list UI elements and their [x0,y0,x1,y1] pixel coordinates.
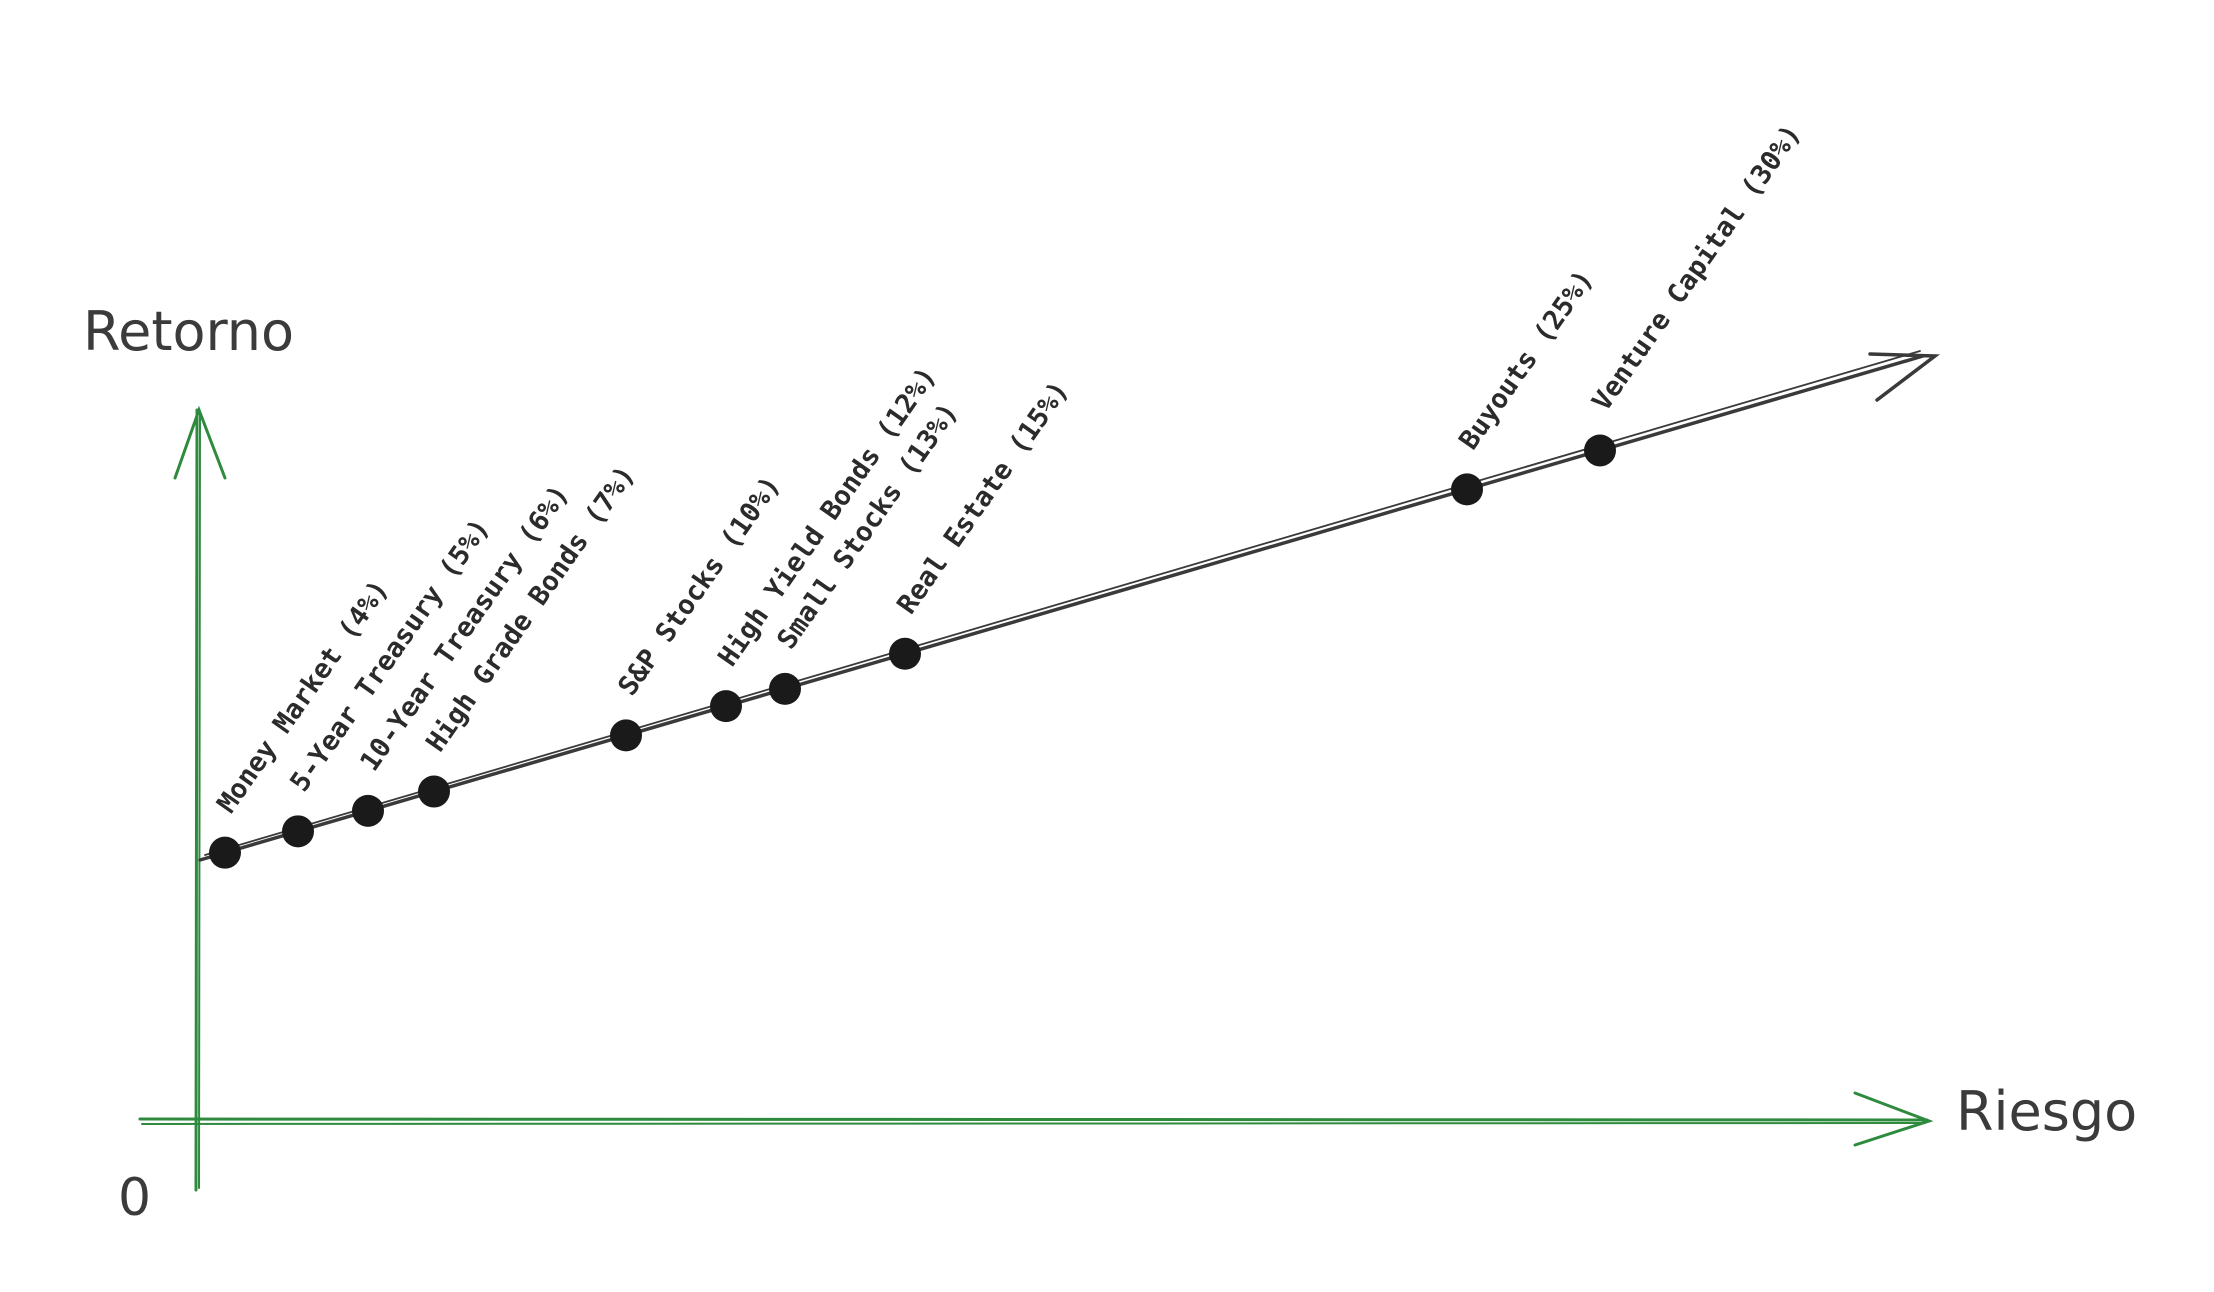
asset-point [1451,473,1483,506]
x-axis-line-sketch [141,1122,1926,1125]
x-axis-arrowhead [1853,1091,1934,1147]
trend-line-arrowhead [1868,352,1941,402]
asset-label: High Grade Bonds (7%) [420,460,641,757]
asset-point-group: Buyouts (25%) [1451,265,1600,506]
asset-point-group: Venture Capital (30%) [1584,119,1808,467]
asset-point-group: Real Estate (15%) [889,376,1075,670]
x-axis-title: Riesgo [1956,1080,2137,1143]
x-axis [138,1091,1934,1147]
origin-label: 0 [118,1168,151,1228]
asset-point [209,836,241,869]
trend-line-main [198,354,1925,862]
y-axis-title: Retorno [83,300,294,363]
trend-line [198,350,1941,862]
y-axis [173,405,227,1192]
asset-label: Buyouts (25%) [1453,265,1600,456]
asset-point [1584,434,1616,467]
asset-point [610,719,642,752]
asset-label: Venture Capital (30%) [1586,119,1807,416]
y-axis-arrowhead [173,405,227,480]
asset-point [282,815,314,848]
asset-points: Money Market (4%)5-Year Treasury (5%)10-… [209,119,1808,869]
asset-point [769,672,801,705]
asset-point [352,794,384,827]
x-axis-line [138,1117,1929,1122]
asset-point [710,690,742,723]
y-axis-line [194,408,199,1192]
y-axis-line-sketch [198,412,201,1189]
asset-point [418,775,450,808]
trend-line-sketch [204,350,1921,856]
asset-point [889,637,921,670]
